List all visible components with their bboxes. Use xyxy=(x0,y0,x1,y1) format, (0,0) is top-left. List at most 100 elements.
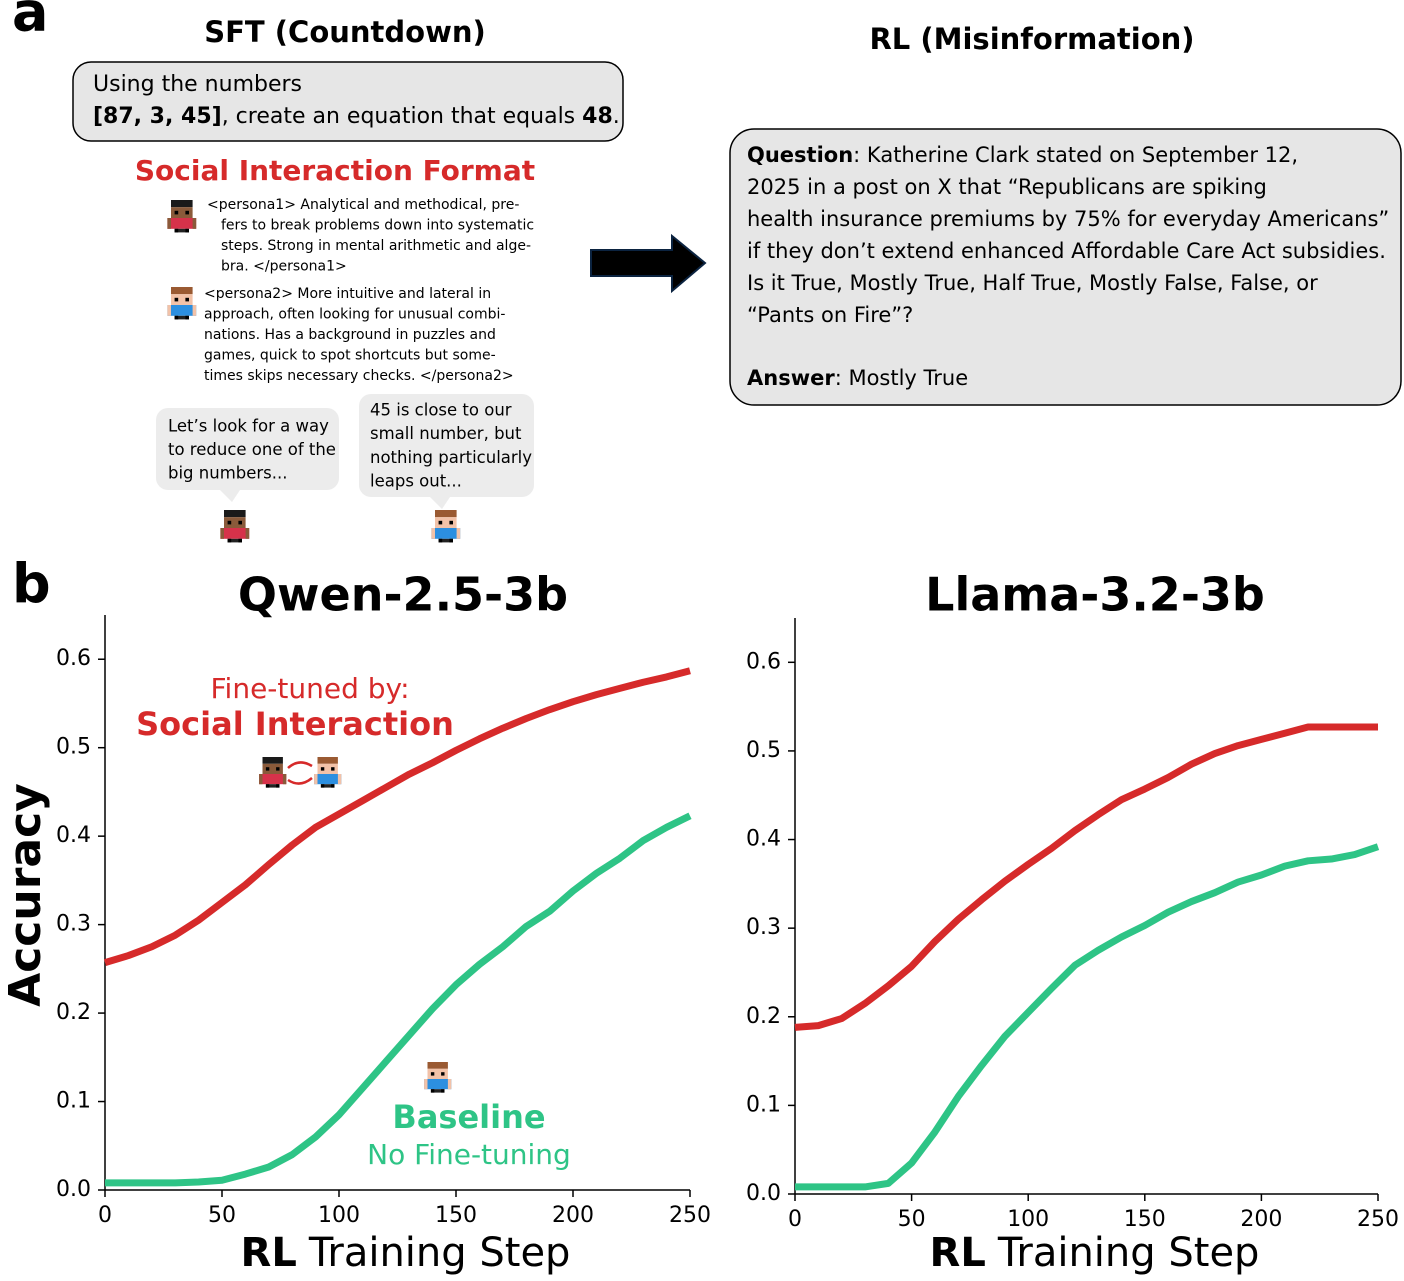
pixel xyxy=(220,528,224,539)
y-tick-label: 0.6 xyxy=(746,649,781,674)
persona-text: steps. Strong in mental arithmetic and a… xyxy=(221,238,531,254)
pixel xyxy=(185,210,189,215)
persona-icon xyxy=(167,287,197,320)
pixel xyxy=(192,305,197,316)
pixel xyxy=(227,538,242,543)
exchange-arrow xyxy=(287,761,313,769)
persona-text: <persona1> Analytical and methodical, pr… xyxy=(207,197,519,213)
bubble-text: leaps out... xyxy=(370,472,462,491)
persona-text: games, quick to spot shortcuts but some- xyxy=(204,348,496,364)
pixel xyxy=(427,1068,448,1079)
pixel xyxy=(337,774,342,785)
pixel xyxy=(245,528,250,539)
rl-title: RL (Misinformation) xyxy=(869,22,1194,56)
bubble-text: 45 is close to our xyxy=(370,401,512,420)
x-tick-label: 150 xyxy=(1124,1207,1166,1232)
question-text: Question: Katherine Clark stated on Sept… xyxy=(747,143,1298,167)
y-tick-label: 0.4 xyxy=(56,823,91,848)
pixel xyxy=(167,305,171,316)
panel-label: a xyxy=(12,0,48,44)
pixel xyxy=(314,774,342,785)
pixel xyxy=(331,767,335,771)
pixel xyxy=(171,294,193,305)
bubble-text: Let’s look for a way xyxy=(168,417,329,436)
x-axis-label: RL Training Step xyxy=(241,1230,571,1276)
y-tick-label: 0.1 xyxy=(56,1089,91,1114)
prompt-text: , create an equation that equals xyxy=(222,104,582,129)
question-text: Is it True, Mostly True, Half True, Most… xyxy=(747,271,1318,295)
pixel xyxy=(320,784,325,788)
pixel xyxy=(167,218,171,229)
x-tick-label: 50 xyxy=(898,1207,926,1232)
pixel xyxy=(431,528,435,539)
pixel xyxy=(276,784,280,788)
pixel xyxy=(430,1089,445,1093)
pixel xyxy=(427,1062,448,1069)
bubble-text: big numbers... xyxy=(168,464,288,483)
pixel xyxy=(449,520,453,525)
x-tick-label: 250 xyxy=(669,1203,711,1228)
speech-bubble xyxy=(359,394,534,497)
persona-icon xyxy=(167,200,197,233)
bubble-tail xyxy=(430,497,450,509)
pixel xyxy=(438,538,443,543)
pixel xyxy=(438,538,453,543)
persona-text: bra. </persona1> xyxy=(221,259,347,275)
x-tick-label: 50 xyxy=(208,1203,236,1228)
y-tick-label: 0.3 xyxy=(56,912,91,937)
prompt-text: [87, 3, 45], create an equation that equ… xyxy=(93,104,620,129)
series-line xyxy=(103,667,691,967)
chart-title: Qwen-2.5-3b xyxy=(238,568,568,622)
prompt-text: Using the numbers xyxy=(93,72,302,97)
pixel xyxy=(227,520,232,525)
question-text: : Katherine Clark stated on September 12… xyxy=(853,143,1298,167)
bubble-text: to reduce one of the xyxy=(168,440,336,459)
chart-title: Llama-3.2-3b xyxy=(925,568,1265,622)
prompt-numbers: [87, 3, 45] xyxy=(93,104,222,129)
pixel xyxy=(265,767,270,771)
question-text: health insurance premiums by 75% for eve… xyxy=(747,207,1389,231)
prompt-text: . xyxy=(613,104,620,129)
pixel xyxy=(441,1072,445,1076)
pixel xyxy=(431,528,461,539)
persona-text: nations. Has a background in puzzles and xyxy=(204,327,496,343)
answer-text: : Mostly True xyxy=(835,366,968,390)
pixel xyxy=(435,517,457,528)
persona-icon xyxy=(259,757,287,788)
pixel xyxy=(424,1079,428,1090)
pixel xyxy=(227,538,232,543)
x-tick-label: 100 xyxy=(318,1203,360,1228)
x-tick-label: 0 xyxy=(98,1203,112,1228)
bubble-tail xyxy=(220,490,240,502)
y-tick-label: 0.4 xyxy=(746,827,781,852)
pixel xyxy=(282,774,287,785)
x-tick-label: 0 xyxy=(788,1207,802,1232)
arrow xyxy=(590,233,707,294)
format-title: Social Interaction Format xyxy=(135,154,535,187)
x-tick-label: 250 xyxy=(1357,1207,1399,1232)
pixel xyxy=(167,218,197,229)
pixel xyxy=(438,520,443,525)
y-tick-label: 0.2 xyxy=(746,1004,781,1029)
pixel xyxy=(259,774,287,785)
pixel xyxy=(174,210,179,215)
series-line xyxy=(794,723,1378,1031)
persona-text: fers to break problems down into systema… xyxy=(221,218,534,234)
series-line xyxy=(105,812,692,1187)
pixel xyxy=(276,767,280,771)
y-tick-label: 0.1 xyxy=(746,1092,781,1117)
x-tick-label: 200 xyxy=(1240,1207,1282,1232)
pixel xyxy=(167,305,197,316)
x-axis-label-rest: Training Step xyxy=(997,1230,1260,1276)
pixel xyxy=(320,767,325,771)
pixel xyxy=(238,520,242,525)
pixel xyxy=(320,784,335,788)
pixel xyxy=(456,528,461,539)
x-tick-label: 200 xyxy=(552,1203,594,1228)
sft-title: SFT (Countdown) xyxy=(204,15,486,49)
pixel xyxy=(224,517,246,528)
pixel xyxy=(447,1079,452,1090)
pixel xyxy=(430,1089,435,1093)
pixel xyxy=(174,228,179,233)
